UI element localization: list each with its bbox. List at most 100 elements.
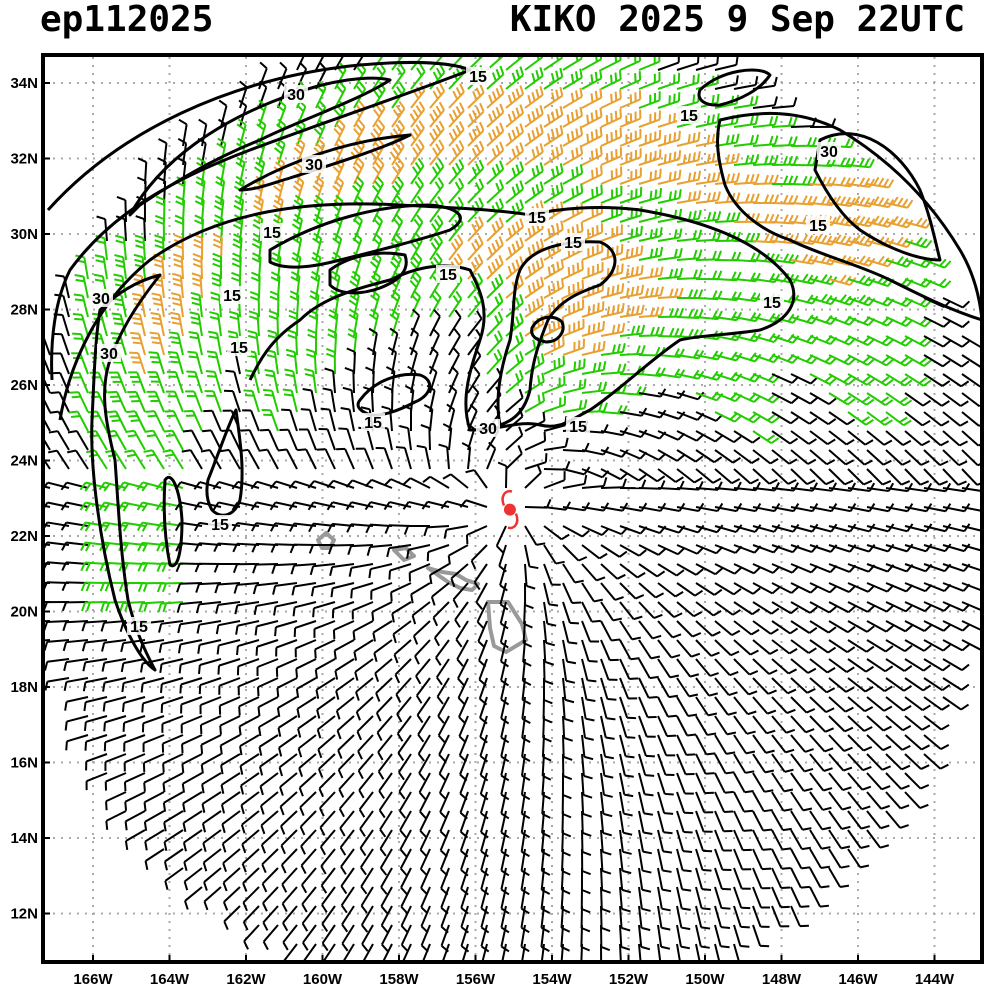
wind-barb xyxy=(809,468,835,486)
wind-barb xyxy=(676,151,701,166)
wind-barb xyxy=(467,310,483,337)
wind-barb xyxy=(847,195,876,208)
contour-15-left-inner2 xyxy=(162,476,184,568)
wind-barb xyxy=(638,149,662,166)
contour-label: 15 xyxy=(469,69,487,86)
wind-barb xyxy=(457,658,469,686)
wind-barb xyxy=(429,309,441,337)
wind-barb xyxy=(128,371,146,394)
wind-barb xyxy=(348,563,374,577)
wind-barb xyxy=(600,905,611,932)
wind-barb xyxy=(524,431,547,451)
wind-barb xyxy=(249,290,260,318)
wind-barb xyxy=(790,658,817,674)
wind-barb xyxy=(201,810,222,833)
wind-barb xyxy=(961,639,982,652)
wind-barb xyxy=(448,140,465,166)
wind-barb xyxy=(400,905,412,934)
wind-barb xyxy=(809,411,837,425)
wind-barb xyxy=(733,352,762,363)
wind-barb xyxy=(942,297,971,309)
wind-barb xyxy=(809,544,838,553)
wind-barb xyxy=(619,563,646,579)
wind-barb xyxy=(415,658,431,685)
wind-barb xyxy=(809,430,836,446)
wind-barb xyxy=(331,601,355,619)
wind-barb xyxy=(866,430,893,446)
wind-barb xyxy=(332,232,343,261)
wind-barb xyxy=(540,943,545,962)
contour-label: 15 xyxy=(528,210,546,227)
wind-barb xyxy=(321,886,336,913)
wind-barb xyxy=(140,677,165,693)
wind-barb xyxy=(520,791,531,820)
wind-barb xyxy=(375,696,393,722)
contour-30-eye xyxy=(530,315,565,344)
wind-barb xyxy=(419,810,431,839)
wind-barb xyxy=(182,791,203,813)
wind-barb xyxy=(269,290,280,318)
wind-barb xyxy=(200,753,222,774)
wind-barb xyxy=(638,168,662,185)
wind-barb xyxy=(866,335,895,347)
wind-barb xyxy=(600,848,612,875)
wind-barb xyxy=(657,658,680,679)
wind-barb xyxy=(186,370,203,394)
wind-barb xyxy=(866,255,895,268)
wind-barb xyxy=(638,227,663,242)
wind-barb xyxy=(771,867,791,889)
wind-barb xyxy=(809,791,832,811)
wind-barb xyxy=(543,620,556,647)
wind-barb xyxy=(123,772,146,792)
wind-barb xyxy=(904,696,931,712)
wind-barb xyxy=(273,601,298,616)
wind-barb xyxy=(638,286,665,299)
wind-barb xyxy=(524,257,545,280)
wind-barb xyxy=(828,392,856,406)
wind-barb xyxy=(429,233,444,261)
wind-barb xyxy=(108,371,127,394)
wind-barb xyxy=(619,148,642,166)
wind-barb xyxy=(733,867,751,890)
wind-barb xyxy=(236,118,247,147)
wind-barb xyxy=(638,753,655,777)
wind-barb xyxy=(771,677,797,695)
wind-barb xyxy=(355,677,374,701)
wind-barb xyxy=(771,905,790,928)
wind-barb xyxy=(714,601,741,616)
wind-barb xyxy=(107,390,127,413)
wind-barb xyxy=(638,734,655,758)
wind-barb xyxy=(543,336,565,356)
wind-barb xyxy=(470,544,488,570)
wind-barb xyxy=(847,482,876,492)
contour-label: 30 xyxy=(100,346,118,363)
wind-barb xyxy=(657,72,681,90)
wind-barb xyxy=(195,601,222,614)
wind-barb xyxy=(243,389,260,413)
wind-barb xyxy=(122,715,146,732)
wind-barb xyxy=(360,867,374,895)
wind-barb xyxy=(600,166,623,185)
wind-barb xyxy=(923,482,952,493)
wind-barb xyxy=(619,658,639,680)
wind-barb xyxy=(657,810,673,835)
wind-barb xyxy=(657,601,683,619)
wind-barb xyxy=(771,468,797,485)
wind-barb xyxy=(398,772,412,800)
wind-barb xyxy=(467,102,485,128)
wind-barb xyxy=(388,563,412,580)
wind-barb xyxy=(199,715,222,735)
wind-barb xyxy=(218,99,228,128)
wind-barb xyxy=(695,658,719,677)
wind-barb xyxy=(319,810,336,836)
wind-barb xyxy=(733,848,752,871)
wind-barb xyxy=(43,620,51,623)
wind-barb xyxy=(923,753,949,770)
wind-barb xyxy=(241,829,260,854)
contour-labels: 15 30 15 30 30 15 15 15 15 15 30 15 15 30 15 15 30 15 15 15 xyxy=(89,67,841,636)
wind-barb xyxy=(212,233,223,261)
wind-barb xyxy=(314,639,336,659)
wind-barb xyxy=(638,388,667,398)
wind-barb xyxy=(281,867,298,893)
